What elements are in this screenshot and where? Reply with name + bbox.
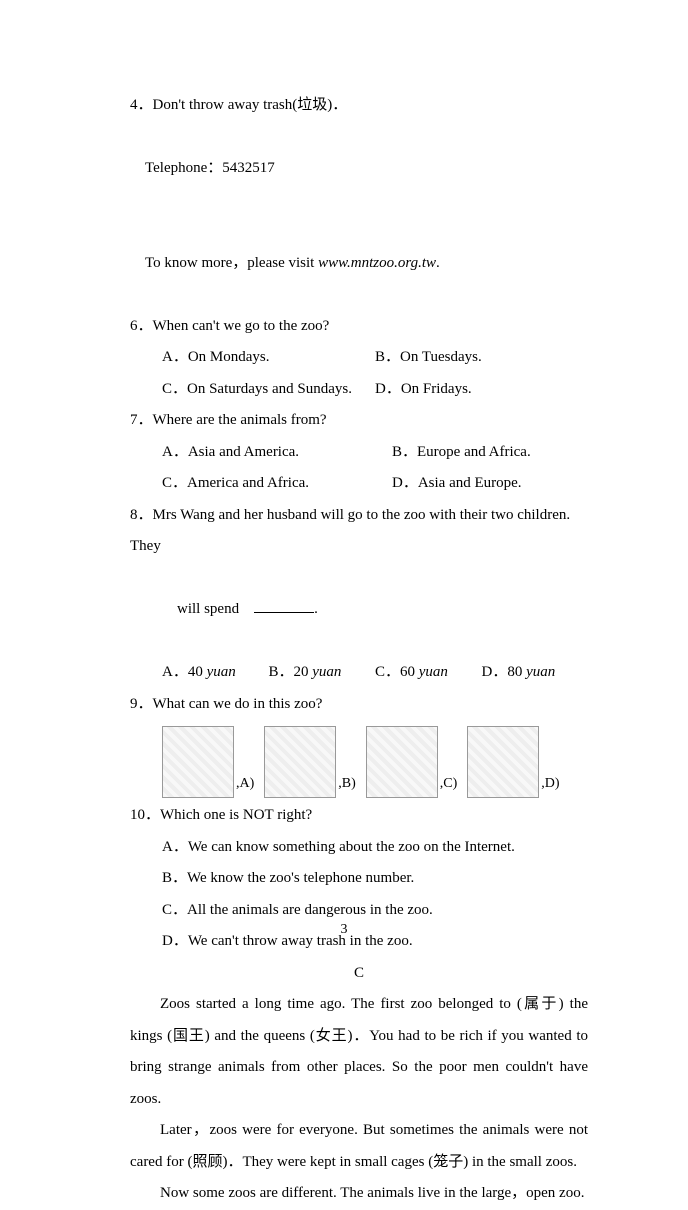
q7-optB[interactable]: B．Europe and Africa. [392, 437, 588, 469]
page-number: 3 [0, 915, 688, 944]
blank-underline [254, 597, 314, 613]
section-c-p1: Zoos started a long time ago. The first … [130, 989, 588, 1115]
q7-optD[interactable]: D．Asia and Europe. [392, 468, 588, 500]
q8-A-pre: A．40 [162, 664, 207, 680]
q9-lblD: ,D) [541, 769, 559, 798]
q8-C-it: yuan [419, 664, 448, 680]
q6-optB[interactable]: B．On Tuesdays. [375, 342, 588, 374]
q9-imgA [162, 726, 234, 798]
more-prefix: To know more，please visit [145, 255, 318, 271]
q8-options: A．40 yuan B．20 yuan C．60 yuan D．80 yuan [130, 657, 588, 689]
q8-optA[interactable]: A．40 yuan [162, 657, 269, 689]
q8-optB[interactable]: B．20 yuan [269, 657, 376, 689]
more-info-line: To know more，please visit www.mntzoo.org… [130, 216, 588, 311]
q9-optB[interactable]: ,B) [264, 726, 356, 798]
q10-optA[interactable]: A．We can know something about the zoo on… [130, 832, 588, 864]
q9-imgB [264, 726, 336, 798]
q9-optA[interactable]: ,A) [162, 726, 254, 798]
q7-optC[interactable]: C．America and Africa. [162, 468, 392, 500]
q8-stem-l2: will spend . [130, 563, 588, 658]
q8-D-it: yuan [526, 664, 555, 680]
q6-row1: A．On Mondays. B．On Tuesdays. [130, 342, 588, 374]
q6-row2: C．On Saturdays and Sundays. D．On Fridays… [130, 374, 588, 406]
q9-imgC [366, 726, 438, 798]
q8-optD[interactable]: D．80 yuan [482, 657, 589, 689]
q6-optA[interactable]: A．On Mondays. [162, 342, 375, 374]
q8-stem-l1: 8．Mrs Wang and her husband will go to th… [130, 500, 588, 563]
rule-4: 4．Don't throw away trash(垃圾)． [130, 90, 588, 122]
telephone-label: Telephone： [145, 160, 222, 176]
q9-lblC: ,C) [440, 769, 458, 798]
telephone-number: 5432517 [222, 160, 275, 176]
q9-optD[interactable]: ,D) [467, 726, 559, 798]
q9-images: ,A) ,B) ,C) ,D) [162, 726, 588, 798]
q7-optA[interactable]: A．Asia and America. [162, 437, 392, 469]
q8-D-pre: D．80 [482, 664, 527, 680]
section-c-p2: Later，zoos were for everyone. But someti… [130, 1115, 588, 1178]
q9-optC[interactable]: ,C) [366, 726, 458, 798]
q10-stem: 10．Which one is NOT right? [130, 800, 588, 832]
q8-l2-prefix: will spend [177, 601, 254, 617]
q6-stem: 6．When can't we go to the zoo? [130, 311, 588, 343]
telephone-line: Telephone：5432517 [130, 122, 588, 217]
more-suffix: . [436, 255, 440, 271]
section-c-p3: Now some zoos are different. The animals… [130, 1178, 588, 1210]
q6-optD[interactable]: D．On Fridays. [375, 374, 588, 406]
q8-l2-suffix: . [314, 601, 318, 617]
q9-imgD [467, 726, 539, 798]
q8-C-pre: C．60 [375, 664, 419, 680]
q7-stem: 7．Where are the animals from? [130, 405, 588, 437]
section-c-heading: C [130, 958, 588, 990]
page: 4．Don't throw away trash(垃圾)． Telephone：… [0, 0, 688, 972]
q9-lblB: ,B) [338, 769, 356, 798]
q8-B-pre: B．20 [269, 664, 313, 680]
q9-lblA: ,A) [236, 769, 254, 798]
q8-optC[interactable]: C．60 yuan [375, 657, 482, 689]
q6-optC[interactable]: C．On Saturdays and Sundays. [162, 374, 375, 406]
q7-row2: C．America and Africa. D．Asia and Europe. [130, 468, 588, 500]
website-link[interactable]: www.mntzoo.org.tw [318, 255, 436, 271]
q9-stem: 9．What can we do in this zoo? [130, 689, 588, 721]
q7-row1: A．Asia and America. B．Europe and Africa. [130, 437, 588, 469]
q8-B-it: yuan [312, 664, 341, 680]
q10-optB[interactable]: B．We know the zoo's telephone number. [130, 863, 588, 895]
q8-A-it: yuan [207, 664, 236, 680]
